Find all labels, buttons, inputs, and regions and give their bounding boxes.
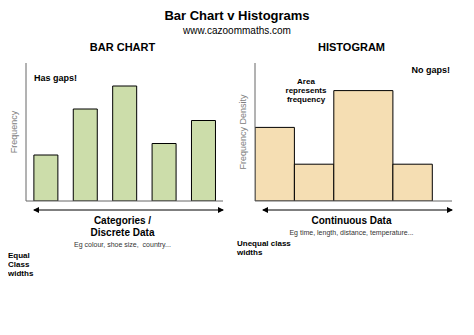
html-text:Continuous Data: Continuous Data bbox=[311, 215, 392, 226]
html-text:BAR CHART: BAR CHART bbox=[89, 41, 156, 53]
html-text:HISTOGRAM: HISTOGRAM bbox=[318, 41, 385, 53]
svg-text:Frequency Density: Frequency Density bbox=[238, 94, 248, 170]
html-text:www.cazoommaths.com: www.cazoommaths.com bbox=[183, 25, 291, 36]
html-text:No gaps!: No gaps! bbox=[411, 65, 450, 75]
html-text:Categories / Discrete Data: Categories / Discrete Data bbox=[90, 215, 155, 238]
html-text:Eg time, length, distance, tem: Eg time, length, distance, temperature..… bbox=[289, 229, 414, 236]
html-text:Area represents frequency: Area represents frequency bbox=[285, 77, 327, 104]
html-text:Bar Chart v Histograms: Bar Chart v Histograms bbox=[164, 8, 310, 23]
html-text:Eg colour, shoe size, country.: Eg colour, shoe size, country... bbox=[74, 241, 171, 248]
html-text:Has gaps!: Has gaps! bbox=[34, 73, 77, 83]
html-text:Equal Class widths: Equal Class widths bbox=[8, 251, 34, 278]
html-text:Unequal class widths: Unequal class widths bbox=[237, 239, 291, 257]
svg-text:Frequency: Frequency bbox=[9, 110, 19, 153]
